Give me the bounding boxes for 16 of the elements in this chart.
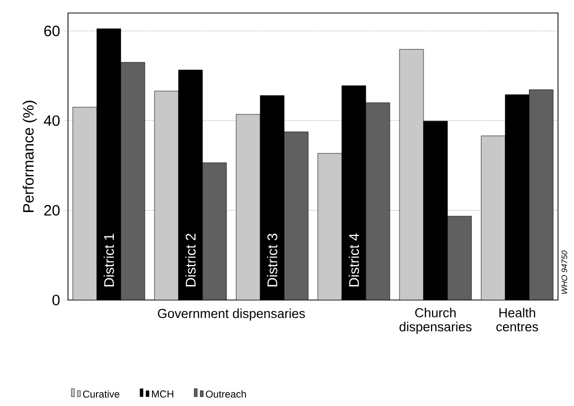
x-tick-label: District 2 bbox=[185, 234, 196, 286]
x-tick-label: District 3 bbox=[267, 234, 278, 286]
y-tick-label: 20 bbox=[44, 205, 60, 216]
legend-label: MCH bbox=[152, 390, 174, 398]
y-tick-label: 0 bbox=[52, 294, 60, 306]
y-tick-label: 40 bbox=[44, 115, 60, 126]
x-tick-label: District 1 bbox=[104, 234, 114, 286]
legend-label: Curative bbox=[83, 390, 120, 398]
x-tick-label: District 4 bbox=[348, 233, 359, 286]
y-axis-title: Performance (%) bbox=[22, 100, 37, 212]
text: WHO 94750 bbox=[562, 250, 568, 294]
text: Government dispensaries bbox=[158, 308, 305, 321]
x-tick-label: Health centres bbox=[496, 308, 538, 332]
y-tick-label: 60 bbox=[44, 26, 60, 36]
x-tick-label: Church dispensaries bbox=[400, 308, 472, 334]
legend-label: Outreach bbox=[206, 390, 246, 398]
